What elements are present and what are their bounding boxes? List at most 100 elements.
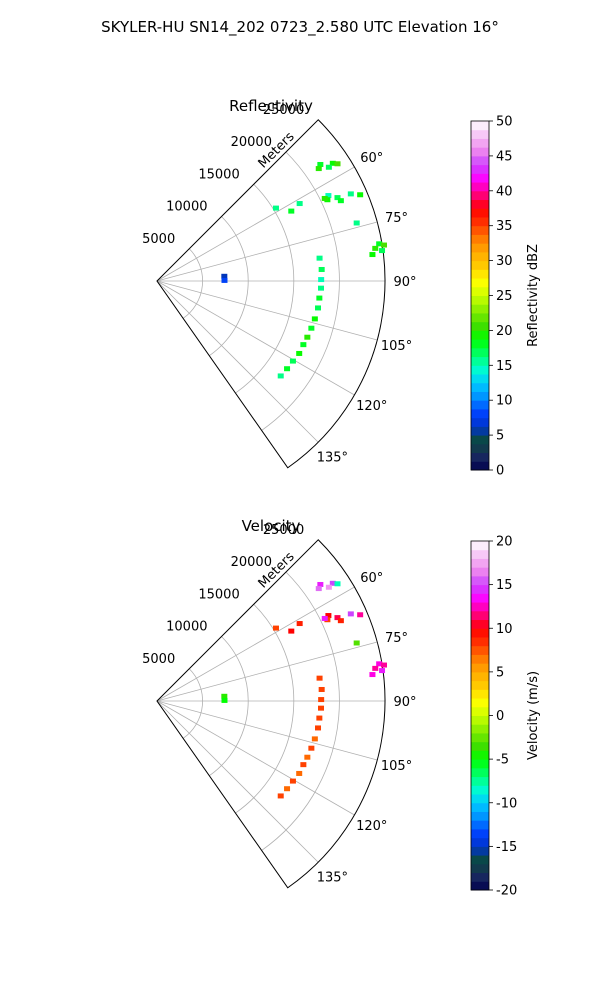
reflectivity-colorbar-level (471, 365, 489, 375)
reflectivity-radial-gridline (209, 216, 249, 357)
velocity-radial-gridline (182, 668, 203, 739)
velocity-colorbar-level (471, 811, 489, 821)
velocity-colorbar-tick-label: 10 (496, 622, 513, 637)
velocity-colorbar-level (471, 776, 489, 786)
reflectivity-colorbar-level (471, 461, 489, 471)
reflectivity-echo (353, 220, 360, 226)
reflectivity-colorbar-tick-label: 45 (496, 149, 513, 164)
reflectivity-echo (318, 277, 325, 283)
velocity-colorbar-level (471, 567, 489, 577)
velocity-echo (288, 628, 295, 634)
velocity-radial-gridline (261, 571, 340, 851)
reflectivity-colorbar-level (471, 269, 489, 279)
velocity-radial-gridline (235, 603, 295, 814)
velocity-colorbar-level (471, 724, 489, 734)
reflectivity-echo (317, 161, 324, 167)
reflectivity-angular-gridline (156, 280, 319, 443)
reflectivity-echo (379, 248, 386, 254)
reflectivity-colorbar-level (471, 382, 489, 392)
reflectivity-colorbar-level (471, 400, 489, 410)
velocity-colorbar-level (471, 828, 489, 839)
reflectivity-colorbar-level (471, 129, 489, 139)
velocity-angular-gridline (156, 641, 378, 702)
reflectivity-echo (380, 242, 387, 248)
reflectivity-colorbar-level (471, 182, 489, 192)
velocity-angle-tick-label: 105° (381, 759, 412, 774)
reflectivity-colorbar-level (471, 312, 489, 323)
reflectivity-colorbar-level (471, 138, 489, 148)
reflectivity-colorbar-tick-label: 5 (496, 429, 504, 444)
reflectivity-colorbar-tick-label: 10 (496, 394, 513, 409)
reflectivity-colorbar-level (471, 190, 489, 201)
velocity-colorbar-level (471, 715, 489, 725)
reflectivity-echo (318, 266, 325, 272)
velocity-colorbar-level (471, 794, 489, 804)
velocity-echo (318, 705, 325, 711)
reflectivity-colorbar-level (471, 234, 489, 244)
reflectivity-colorbar-level (471, 243, 489, 253)
reflectivity-colorbar-level (471, 321, 489, 331)
velocity-echo (284, 786, 291, 792)
reflectivity-colorbar-level (471, 155, 489, 166)
velocity-colorbar-level (471, 837, 489, 847)
reflectivity-echo (296, 201, 303, 207)
reflectivity-echo (357, 192, 364, 198)
velocity-colorbar-level (471, 846, 489, 856)
reflectivity-colorbar-tick-label: 15 (496, 359, 513, 374)
reflectivity-panel: Reflectivity500010000150002000025000Mete… (142, 97, 541, 479)
reflectivity-colorbar-level (471, 417, 489, 427)
reflectivity-colorbar-level (471, 304, 489, 314)
velocity-colorbar-level (471, 741, 489, 751)
reflectivity-colorbar-level (471, 260, 489, 270)
velocity-colorbar-tick-label: -5 (496, 753, 509, 768)
reflectivity-colorbar-level (471, 164, 489, 174)
reflectivity-colorbar-level (471, 435, 489, 445)
reflectivity-echo (347, 191, 354, 197)
reflectivity-radial-tick-label: 20000 (231, 135, 272, 150)
velocity-colorbar-level (471, 767, 489, 778)
velocity-colorbar-level (471, 636, 489, 647)
velocity-colorbar-level (471, 863, 489, 874)
velocity-echo (369, 672, 376, 678)
velocity-echo (380, 662, 387, 668)
reflectivity-echo (221, 273, 228, 279)
velocity-echo (316, 715, 323, 721)
reflectivity-colorbar-level (471, 147, 489, 157)
reflectivity-echo (289, 358, 296, 364)
reflectivity-angle-tick-label: 60° (360, 151, 383, 166)
velocity-colorbar-level (471, 645, 489, 655)
reflectivity-colorbar-level (471, 452, 489, 462)
velocity-colorbar-level (471, 785, 489, 795)
reflectivity-radial-gridline (235, 183, 295, 394)
reflectivity-colorbar-tick-label: 0 (496, 464, 504, 479)
reflectivity-echo (316, 255, 323, 261)
reflectivity-colorbar-label: Reflectivity dBZ (526, 244, 541, 347)
velocity-echo (376, 661, 383, 667)
velocity-colorbar-tick-label: -20 (496, 884, 517, 899)
reflectivity-colorbar-level (471, 347, 489, 358)
reflectivity-radial-tick-label: 15000 (198, 167, 239, 182)
reflectivity-echo (321, 195, 328, 201)
velocity-angular-gridline (156, 700, 378, 761)
velocity-colorbar-level (471, 602, 489, 612)
reflectivity-radial-tick-label: 5000 (142, 232, 175, 247)
velocity-angular-gridline (156, 700, 319, 863)
velocity-colorbar-level (471, 881, 489, 891)
velocity-echo (311, 736, 318, 742)
reflectivity-colorbar-level (471, 199, 489, 209)
reflectivity-echo (284, 366, 291, 372)
velocity-colorbar-level (471, 663, 489, 673)
velocity-echo (379, 668, 386, 674)
reflectivity-frame (156, 119, 386, 469)
reflectivity-echo (272, 205, 279, 211)
velocity-colorbar-level (471, 706, 489, 716)
velocity-echo (329, 580, 336, 586)
reflectivity-angular-gridline (156, 280, 378, 341)
reflectivity-echo (325, 164, 332, 170)
velocity-colorbar-label: Velocity (m/s) (526, 671, 541, 760)
velocity-echo (304, 754, 311, 760)
velocity-colorbar-level (471, 671, 489, 682)
reflectivity-echo (369, 252, 376, 258)
velocity-radial-tick-label: 20000 (231, 555, 272, 570)
